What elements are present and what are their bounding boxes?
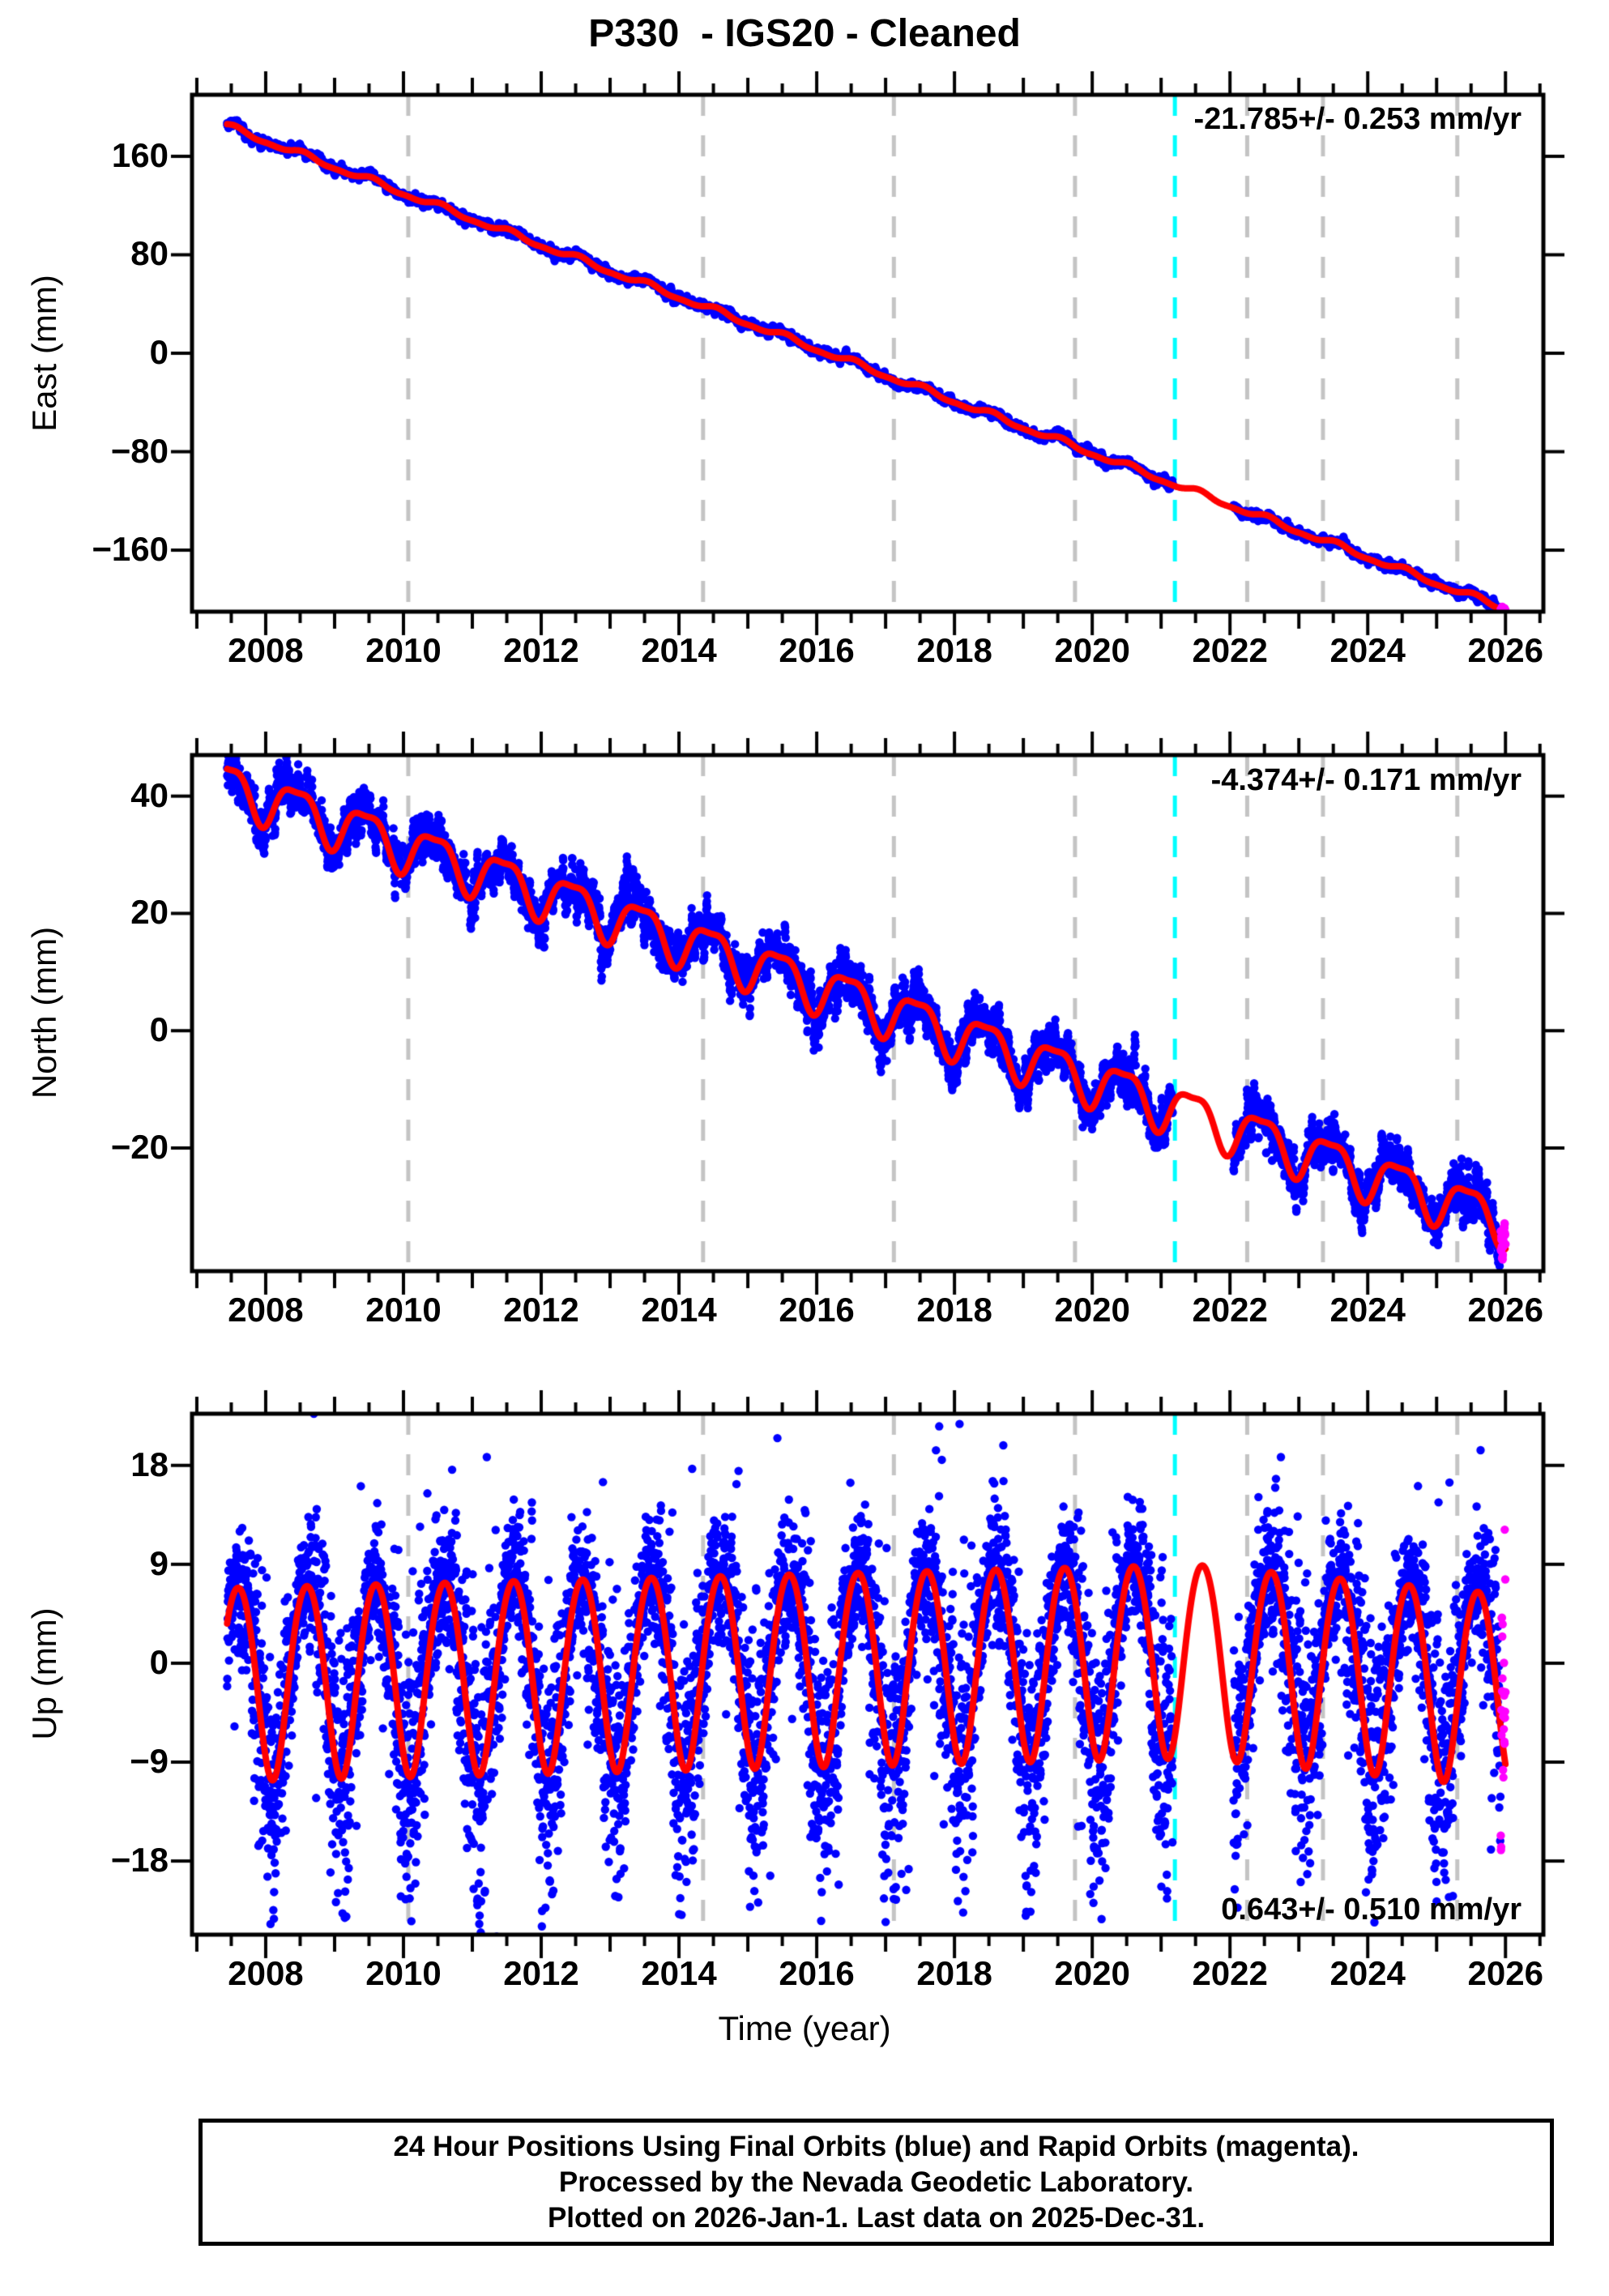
y-tick-label: 80	[130, 234, 169, 273]
y-tick-label: −18	[110, 1841, 169, 1880]
east-rate-annotation: -21.785+/- 0.253 mm/yr	[1193, 102, 1522, 136]
x-tick-label: 2016	[779, 631, 855, 669]
figure-title: P330 - IGS20 - Cleaned	[588, 12, 1021, 55]
footer-note-box: 24 Hour Positions Using Final Orbits (bl…	[198, 2119, 1554, 2246]
x-tick-label: 2024	[1329, 1291, 1406, 1329]
y-tick-label: 40	[130, 775, 169, 814]
x-tick-label: 2022	[1192, 1954, 1268, 1992]
x-tick-label: 2020	[1054, 631, 1130, 669]
footer-line-plotted: Plotted on 2026-Jan-1. Last data on 2025…	[547, 2201, 1206, 2234]
x-tick-label: 2012	[503, 1954, 579, 1992]
y-tick-label: 0	[149, 1642, 169, 1681]
time-axis-label: Time (year)	[718, 2009, 891, 2047]
footer-line-processed: Processed by the Nevada Geodetic Laborat…	[558, 2166, 1194, 2198]
y-tick-label: −20	[110, 1127, 169, 1166]
y-tick-label: 9	[149, 1543, 169, 1582]
y-tick-label: −160	[92, 530, 169, 569]
x-tick-label: 2020	[1054, 1291, 1130, 1329]
x-tick-label: 2010	[365, 1291, 442, 1329]
y-tick-label: 20	[130, 893, 169, 932]
x-tick-label: 2026	[1467, 1291, 1543, 1329]
x-tick-label: 2018	[916, 1291, 992, 1329]
y-tick-label: 0	[149, 1010, 169, 1049]
x-tick-label: 2012	[503, 631, 579, 669]
y-tick-label: 0	[149, 333, 169, 371]
x-tick-label: 2022	[1192, 631, 1268, 669]
x-tick-label: 2010	[365, 631, 442, 669]
x-tick-label: 2012	[503, 1291, 579, 1329]
x-tick-label: 2008	[228, 631, 304, 669]
x-tick-label: 2024	[1329, 1954, 1406, 1992]
y-tick-label: 160	[111, 135, 169, 174]
y-tick-label: 18	[130, 1445, 169, 1483]
x-tick-label: 2024	[1329, 631, 1406, 669]
x-tick-label: 2014	[641, 631, 717, 669]
x-tick-label: 2008	[228, 1291, 304, 1329]
x-tick-label: 2016	[779, 1954, 855, 1992]
x-tick-label: 2016	[779, 1291, 855, 1329]
footer-line-orbits: 24 Hour Positions Using Final Orbits (bl…	[393, 2130, 1359, 2162]
x-tick-label: 2014	[641, 1954, 717, 1992]
y-tick-label: −9	[130, 1742, 169, 1781]
north-rate-annotation: -4.374+/- 0.171 mm/yr	[1210, 763, 1522, 797]
x-tick-label: 2018	[916, 631, 992, 669]
x-tick-label: 2026	[1467, 631, 1543, 669]
x-tick-label: 2026	[1467, 1954, 1543, 1992]
y-tick-label: −80	[110, 431, 169, 470]
x-tick-label: 2022	[1192, 1291, 1268, 1329]
x-tick-label: 2018	[916, 1954, 992, 1992]
up-rate-annotation: 0.643+/- 0.510 mm/yr	[1221, 1893, 1522, 1927]
x-tick-label: 2020	[1054, 1954, 1130, 1992]
x-tick-label: 2008	[228, 1954, 304, 1992]
x-tick-label: 2014	[641, 1291, 717, 1329]
x-tick-label: 2010	[365, 1954, 442, 1992]
